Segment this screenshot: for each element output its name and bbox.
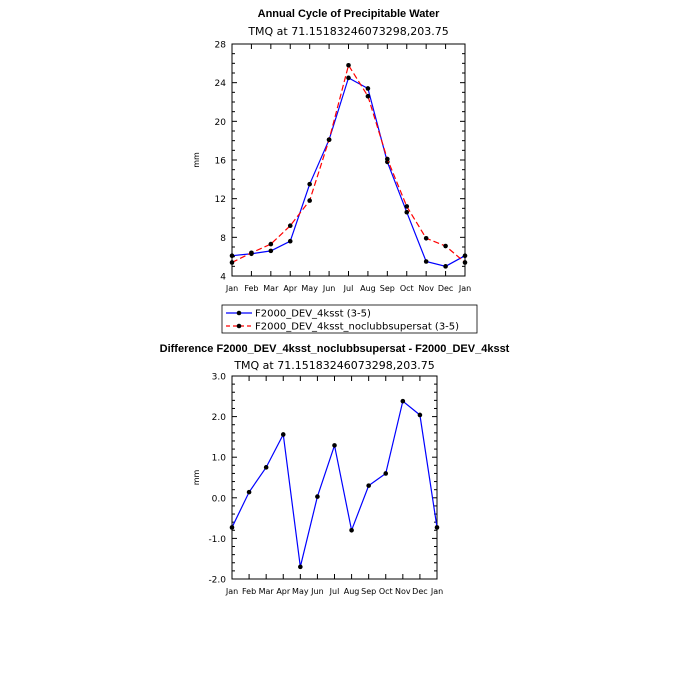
data-point bbox=[249, 250, 254, 256]
data-point bbox=[287, 223, 293, 229]
y-tick-label: 28 bbox=[215, 41, 227, 51]
chart-subtitle: TMQ at 71.15183246073298,203.75 bbox=[247, 25, 448, 38]
x-tick-label: Jun bbox=[310, 587, 324, 596]
x-tick-label: May bbox=[301, 284, 318, 293]
legend-entry-label: F2000_DEV_4ksst_noclubbsupersat (3-5) bbox=[255, 322, 459, 333]
x-tick-label: Mar bbox=[259, 587, 275, 596]
data-point bbox=[365, 86, 371, 91]
y-tick-label: 16 bbox=[215, 157, 227, 167]
y-tick-label: -1.0 bbox=[208, 535, 226, 545]
x-tick-label: Aug bbox=[360, 284, 376, 293]
data-point bbox=[229, 253, 235, 258]
x-tick-label: Oct bbox=[379, 587, 393, 596]
data-point bbox=[462, 260, 468, 265]
y-tick-label: 8 bbox=[220, 234, 226, 244]
x-tick-label: Jan bbox=[225, 587, 238, 596]
y-axis-label: mm bbox=[192, 470, 201, 486]
x-tick-label: Jan bbox=[458, 284, 471, 293]
x-tick-label: Jun bbox=[322, 284, 336, 293]
data-point bbox=[423, 236, 429, 241]
legend-box bbox=[221, 304, 478, 334]
x-tick-label: Aug bbox=[344, 587, 360, 596]
x-tick-label: Oct bbox=[400, 284, 414, 293]
data-point bbox=[246, 489, 252, 495]
y-axis-label: mm bbox=[192, 152, 201, 168]
x-tick-label: Jan bbox=[430, 587, 443, 596]
data-point bbox=[268, 248, 274, 254]
legend-entry-label: F2000_DEV_4ksst (3-5) bbox=[255, 309, 371, 320]
chart-title: Annual Cycle of Precipitable Water bbox=[258, 8, 440, 20]
data-point bbox=[332, 443, 337, 448]
data-point bbox=[229, 260, 235, 265]
data-point bbox=[307, 198, 312, 203]
x-tick-label: Sep bbox=[380, 284, 395, 293]
x-tick-label: Dec bbox=[412, 587, 427, 596]
x-tick-label: Jan bbox=[225, 284, 238, 293]
x-tick-label: Nov bbox=[418, 284, 434, 293]
data-point bbox=[443, 243, 448, 249]
data-point bbox=[326, 137, 332, 142]
x-tick-label: Jul bbox=[343, 284, 354, 293]
data-point bbox=[268, 241, 274, 247]
data-point bbox=[462, 253, 468, 258]
data-point bbox=[346, 62, 351, 68]
data-point bbox=[349, 527, 354, 533]
data-point bbox=[307, 181, 312, 187]
legend-swatch-marker bbox=[236, 323, 242, 329]
data-point bbox=[280, 432, 286, 437]
data-point bbox=[385, 156, 390, 162]
data-point bbox=[400, 398, 406, 404]
data-point bbox=[346, 75, 351, 81]
data-point bbox=[366, 483, 371, 488]
data-point bbox=[298, 564, 303, 570]
y-tick-label: -2.0 bbox=[208, 576, 226, 586]
data-point bbox=[263, 465, 269, 470]
chart-1: Annual Cycle of Precipitable Water TMQ at… bbox=[192, 8, 478, 334]
x-tick-label: Dec bbox=[438, 284, 453, 293]
x-tick-label: Nov bbox=[395, 587, 411, 596]
x-tick-label: Jul bbox=[329, 587, 340, 596]
y-tick-label: 20 bbox=[215, 118, 227, 128]
x-tick-label: May bbox=[292, 587, 309, 596]
data-point bbox=[434, 525, 440, 530]
y-tick-label: 2.0 bbox=[212, 413, 227, 423]
y-tick-label: 4 bbox=[220, 273, 226, 283]
series-line-2 bbox=[231, 63, 466, 264]
data-point bbox=[383, 471, 389, 476]
data-point bbox=[417, 412, 423, 418]
data-point bbox=[404, 209, 410, 215]
chart-subtitle: TMQ at 71.15183246073298,203.75 bbox=[233, 359, 434, 372]
y-tick-label: 24 bbox=[215, 79, 227, 89]
y-tick-label: 3.0 bbox=[212, 373, 227, 383]
plot-frame bbox=[231, 375, 438, 580]
data-point bbox=[423, 259, 429, 264]
data-point bbox=[287, 238, 293, 244]
x-tick-label: Mar bbox=[263, 284, 279, 293]
chart-2: Difference F2000_DEV_4ksst_noclubbsupers… bbox=[160, 343, 510, 596]
series-line-1 bbox=[231, 400, 438, 567]
y-tick-label: 1.0 bbox=[212, 454, 227, 464]
x-tick-label: Apr bbox=[276, 587, 291, 596]
series-line-1 bbox=[231, 76, 466, 267]
data-point bbox=[365, 93, 371, 99]
x-tick-label: Feb bbox=[244, 284, 258, 293]
data-point bbox=[443, 264, 448, 269]
data-point bbox=[404, 204, 410, 209]
x-tick-label: Sep bbox=[361, 587, 376, 596]
x-tick-label: Feb bbox=[242, 587, 256, 596]
chart-title: Difference F2000_DEV_4ksst_noclubbsupers… bbox=[160, 343, 510, 355]
y-tick-label: 12 bbox=[215, 195, 226, 205]
y-tick-label: 0.0 bbox=[212, 494, 227, 504]
data-point bbox=[229, 525, 235, 530]
x-tick-label: Apr bbox=[283, 284, 298, 293]
data-point bbox=[315, 494, 320, 499]
legend-swatch-marker bbox=[236, 310, 242, 316]
